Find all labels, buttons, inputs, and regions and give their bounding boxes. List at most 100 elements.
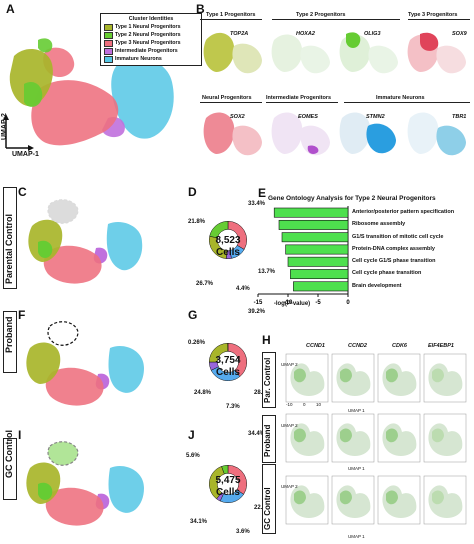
legend-item: Type 1 Neural Progenitors <box>104 23 198 31</box>
h-axis-x: UMAP 1 <box>348 534 365 539</box>
h-expression-highlight <box>386 490 398 505</box>
gene-label: SOX9 <box>452 31 467 37</box>
h-plot-frame <box>377 475 421 525</box>
go-bar-chart: -15 -10 -5 0 <box>254 206 350 306</box>
donut-cell-unit: Cells <box>216 247 240 258</box>
panel-label-b: B <box>196 2 205 16</box>
h-tick: 0 <box>303 402 306 407</box>
gene-label: TOP2A <box>230 31 249 37</box>
donut-pct: 21.8% <box>188 219 206 225</box>
donut-proband <box>208 342 247 381</box>
go-term-label: G1/S transition of mitotic cell cycle <box>352 233 444 240</box>
donut-pct: 24.8% <box>194 390 212 396</box>
donut-pct: 0.26% <box>188 340 206 346</box>
donut-cell-count: 8,523 <box>215 235 241 246</box>
b-title-type2: Type 2 Progenitors <box>296 12 346 18</box>
h-expression-highlight <box>432 490 444 505</box>
legend-label: Type 3 Neural Progenitors <box>115 40 181 46</box>
donut-gc-control <box>209 464 247 503</box>
h-axis-y: UMAP 2 <box>281 423 298 428</box>
h-plot-frame <box>377 413 421 463</box>
donut-cell-count: 3,754 <box>215 355 241 366</box>
h-expression-highlight <box>294 490 306 505</box>
h-expression-highlight <box>386 368 398 383</box>
b-underline <box>200 102 262 103</box>
donut-pct: 26.7% <box>196 281 214 287</box>
h-plot-frame <box>423 475 467 525</box>
b-title-type1: Type 1 Progenitors <box>206 12 256 18</box>
donut-pct: 3.6% <box>236 529 250 535</box>
donut-cell-count: 5,475 <box>215 475 241 486</box>
h-tick: 10 <box>316 402 322 407</box>
umap-parental <box>28 199 143 284</box>
h-axis-x: UMAP 1 <box>348 408 365 413</box>
go-title: Gene Ontology Analysis for Type 2 Neural… <box>268 195 436 202</box>
donut-pct: 13.7% <box>258 269 276 275</box>
b-title-type3: Type 3 Progenitors <box>408 12 458 18</box>
b-underline <box>408 19 470 20</box>
cluster-legend: Cluster Identities Type 1 Neural Progeni… <box>100 13 202 66</box>
panel-label-f: F <box>18 308 26 322</box>
h-plot-frame <box>423 413 467 463</box>
feature-plots-row2 <box>203 112 466 156</box>
panel-label-c: C <box>18 185 27 199</box>
legend-item: Intermediate Progenitors <box>104 47 198 55</box>
go-tick-label: -5 <box>315 300 321 306</box>
h-row-label: Par. Control <box>263 357 272 403</box>
donut-pct: 34.4% <box>248 431 266 437</box>
legend-item: Type 3 Neural Progenitors <box>104 39 198 47</box>
h-expression-highlight <box>386 428 398 443</box>
h-plot-frame <box>285 413 329 463</box>
h-row-box <box>262 464 276 534</box>
h-row-label: GC Control <box>263 487 272 530</box>
b-underline <box>344 102 470 103</box>
row-label-gc-control: GC Control <box>4 430 14 478</box>
go-term-label: Ribosome assembly <box>352 221 406 228</box>
panel-label-g: G <box>188 308 198 322</box>
legend-label: Type 2 Neural Progenitors <box>115 32 181 38</box>
feature-plot-sox9 <box>407 32 466 74</box>
h-expression-highlight <box>432 428 444 443</box>
h-plot-frame <box>285 475 329 525</box>
h-plot-frame <box>331 413 375 463</box>
donut-pct: 34.1% <box>190 519 208 525</box>
donut-slice <box>209 220 229 239</box>
h-plot-frame <box>285 353 329 403</box>
h-gene-label: EIF4EBP1 <box>428 343 454 349</box>
go-bar <box>287 256 349 267</box>
row-label-box <box>3 438 17 500</box>
gene-label: OLIG3 <box>364 31 381 37</box>
go-term-label: Brain development <box>352 282 402 289</box>
umap-proband <box>26 321 144 406</box>
legend-swatch <box>104 39 113 47</box>
legend-swatch <box>104 55 113 63</box>
h-gene-label: CDK6 <box>392 343 407 349</box>
h-plot-frame <box>331 475 375 525</box>
feature-plot-eomes <box>271 112 330 156</box>
h-gene-label: CCND2 <box>348 343 367 349</box>
legend-label: Immature Neurons <box>115 56 162 62</box>
panel-label-i: I <box>18 428 22 442</box>
go-term-label: Anterior/posterior pattern specification <box>352 209 455 215</box>
h-expression-highlight <box>340 490 352 505</box>
legend-item: Immature Neurons <box>104 55 198 63</box>
go-x-label: -log(P-value) <box>273 301 311 307</box>
legend-swatch <box>104 31 113 39</box>
umap-gc-control <box>26 441 144 526</box>
h-plot-frame <box>377 353 421 403</box>
legend-title: Cluster Identities <box>128 16 174 22</box>
b-underline <box>272 19 400 20</box>
h-gene-label: CCND1 <box>306 343 325 349</box>
panel-label-h: H <box>262 333 271 347</box>
h-axis-x: UMAP 1 <box>348 466 365 471</box>
go-bar <box>285 244 349 255</box>
umap-overview <box>3 38 174 151</box>
row-label-box <box>3 187 17 289</box>
legend-swatch <box>104 47 113 55</box>
donut-cell-unit: Cells <box>216 487 240 498</box>
gene-label: SOX2 <box>230 114 245 120</box>
donut-cell-unit: Cells <box>216 367 240 378</box>
legend-item: Type 2 Neural Progenitors <box>104 31 198 39</box>
legend-label: Intermediate Progenitors <box>115 48 178 54</box>
feature-plot-top2a <box>203 32 262 74</box>
